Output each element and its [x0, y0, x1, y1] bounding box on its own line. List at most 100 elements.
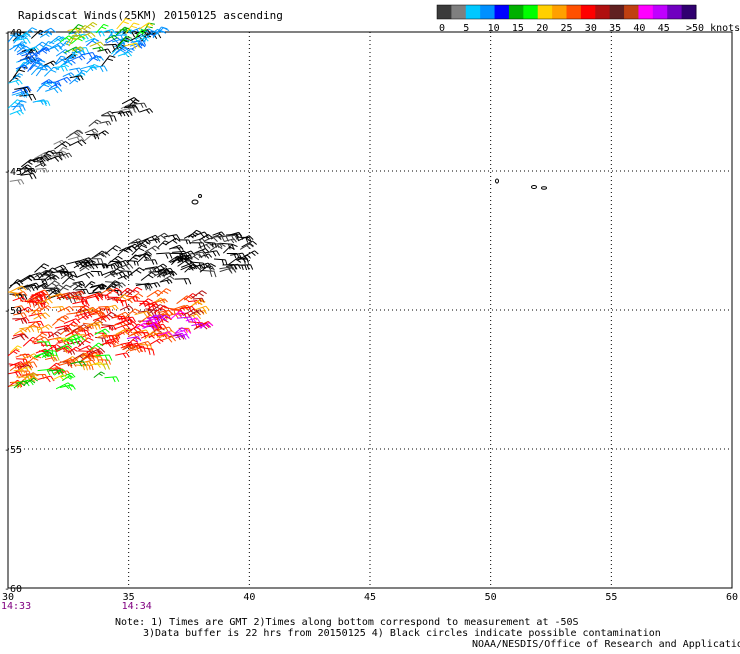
wind-barb — [55, 76, 72, 84]
wind-barb — [115, 352, 130, 359]
wind-barb — [105, 280, 120, 290]
wind-barb — [54, 264, 67, 270]
wind-barb — [34, 263, 50, 273]
wind-barb — [134, 310, 152, 318]
wind-barb — [76, 257, 94, 264]
wind-barb — [71, 324, 84, 331]
wind-barb — [83, 21, 98, 30]
wind-barb — [204, 241, 217, 248]
wind-barb — [45, 86, 63, 94]
wind-barb — [244, 250, 259, 257]
wind-barb — [49, 42, 65, 49]
wind-barb — [163, 270, 178, 277]
wind-barb — [30, 29, 46, 39]
wind-barb — [58, 361, 77, 369]
wind-barb — [120, 270, 133, 277]
note-line-1: Note: 1) Times are GMT 2)Times along bot… — [115, 617, 579, 628]
wind-barb — [69, 75, 84, 81]
wind-barb — [90, 65, 108, 73]
wind-barb — [192, 297, 205, 303]
wind-barb — [222, 243, 238, 254]
wind-barb — [185, 253, 203, 263]
wind-barb — [153, 305, 170, 314]
wind-barb — [175, 328, 192, 336]
wind-barb — [65, 129, 83, 139]
wind-barb — [19, 326, 35, 333]
wind-barb — [38, 324, 53, 331]
lon-label: 55 — [605, 592, 617, 603]
wind-barb — [147, 314, 165, 322]
legend-swatch — [609, 5, 625, 19]
note-line-2: 3)Data buffer is 22 hrs from 20150125 4)… — [143, 628, 661, 639]
wind-barb — [66, 311, 84, 319]
wind-barb — [16, 358, 28, 364]
wind-barbs — [7, 18, 259, 391]
wind-barb — [152, 232, 170, 241]
wind-barb — [74, 311, 93, 319]
wind-barb — [189, 261, 206, 270]
wind-barb — [56, 284, 72, 295]
wind-barb — [146, 289, 164, 298]
wind-barb — [69, 77, 81, 85]
wind-barb — [8, 371, 22, 377]
pass-time: 14:34 — [122, 601, 152, 612]
wind-barb — [72, 55, 86, 61]
wind-barb — [14, 86, 31, 94]
wind-barb — [17, 55, 33, 63]
wind-barb — [13, 37, 31, 45]
wind-barb — [112, 299, 128, 307]
wind-barb — [174, 254, 189, 261]
wind-barb — [9, 280, 24, 287]
legend-label: 0 — [439, 23, 445, 34]
island-outline — [191, 199, 199, 205]
wind-barb — [135, 37, 149, 43]
wind-barb — [76, 271, 94, 279]
wind-barb — [98, 306, 111, 311]
wind-barb — [213, 258, 228, 266]
wind-barb — [18, 164, 32, 172]
wind-barb — [16, 45, 30, 53]
wind-barb — [8, 79, 23, 86]
wind-barb — [54, 141, 71, 150]
wind-barb — [133, 253, 152, 260]
wind-barb — [52, 306, 66, 312]
legend-swatch — [523, 5, 539, 19]
wind-barb — [97, 48, 112, 54]
wind-barb — [12, 305, 25, 310]
wind-barb — [13, 312, 27, 318]
wind-barb — [112, 47, 129, 57]
wind-barb — [40, 150, 54, 160]
wind-barb — [177, 316, 194, 323]
wind-barb — [101, 324, 114, 331]
wind-barb — [57, 305, 75, 313]
wind-barb — [48, 284, 64, 293]
legend-swatch — [552, 5, 567, 19]
legend-label: 25 — [561, 23, 573, 34]
wind-barb — [86, 324, 101, 330]
wind-barb — [85, 37, 98, 43]
wind-barb — [117, 263, 134, 270]
lat-lon-grid — [8, 32, 732, 588]
legend-swatch — [480, 5, 496, 19]
wind-barb — [40, 331, 55, 338]
wind-speed-legend: 0 5 10 15 20 25 30 35 40 45 >50 knots — [436, 4, 740, 34]
wind-barb — [32, 41, 48, 50]
wind-barb — [35, 47, 51, 56]
legend-swatch — [537, 5, 553, 19]
wind-barb — [60, 372, 76, 379]
wind-barb — [143, 267, 155, 273]
wind-barb — [72, 305, 87, 312]
wind-barb — [65, 334, 81, 341]
wind-barb — [25, 57, 41, 66]
wind-barb — [200, 269, 217, 278]
wind-barb — [154, 263, 168, 270]
wind-barb — [95, 336, 107, 343]
wind-barb — [147, 28, 163, 38]
wind-barb — [9, 285, 27, 293]
wind-barb — [35, 167, 48, 173]
legend-label: 5 — [463, 23, 469, 34]
wind-barb — [68, 34, 81, 47]
lon-label: 60 — [726, 592, 738, 603]
wind-barb — [157, 309, 173, 316]
wind-barb — [135, 29, 147, 38]
